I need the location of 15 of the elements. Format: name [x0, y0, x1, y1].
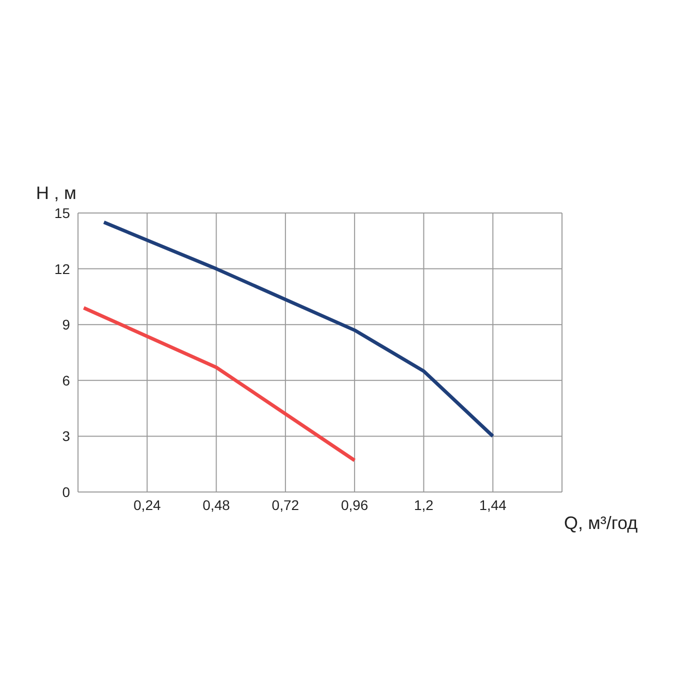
y-axis-title: H , м — [36, 183, 76, 204]
x-tick-label: 0,24 — [134, 496, 161, 513]
y-tick-label: 0 — [62, 484, 70, 500]
x-tick-label: 0,48 — [202, 496, 230, 513]
y-tick-label: 6 — [62, 372, 70, 388]
y-tick-label: 3 — [62, 428, 70, 444]
x-tick-label: 0,96 — [340, 496, 368, 513]
y-tick-label: 12 — [54, 260, 70, 277]
x-tick-label: 1,44 — [479, 496, 507, 513]
line-series — [102, 220, 495, 438]
x-tick-label: 1,2 — [414, 496, 434, 513]
x-tick-label: 0,72 — [272, 496, 300, 513]
y-tick-label: 15 — [54, 204, 70, 221]
y-tick-label: 9 — [62, 316, 70, 333]
x-axis-title: Q, м³/год — [564, 513, 638, 534]
